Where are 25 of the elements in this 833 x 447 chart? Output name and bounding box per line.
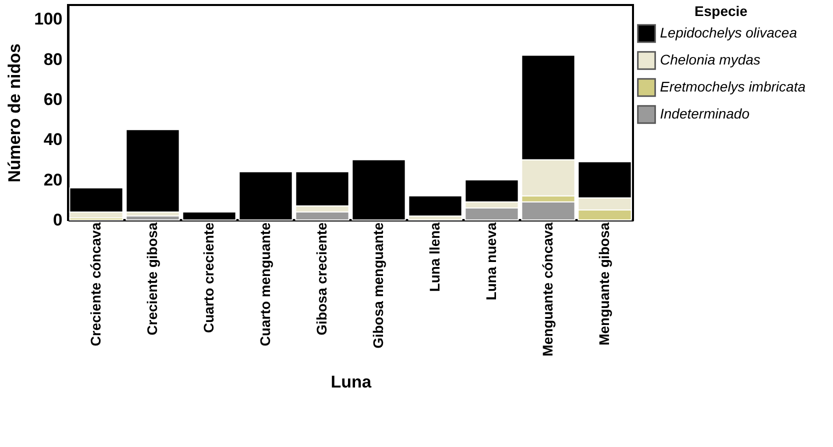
x-tick-label: Cuarto creciente (200, 222, 216, 333)
legend-label: Chelonia mydas (660, 52, 760, 68)
legend-label: Indeterminado (660, 106, 750, 122)
x-tick-label: Luna nueva (482, 222, 499, 300)
x-tick-label: Gibosa menguante (370, 222, 386, 349)
y-tick-label: 100 (34, 10, 62, 29)
y-tick-label: 80 (44, 50, 62, 69)
y-tick-label: 40 (44, 130, 62, 150)
legend-label: Eretmochelys imbricata (660, 78, 806, 94)
y-tick-label: 60 (44, 90, 62, 109)
legend-title: Especie (694, 3, 748, 19)
x-tick-label: Cuarto menguante (256, 222, 273, 346)
legend-label: Lepidochelys olivacea (660, 24, 798, 40)
bar (408, 195, 462, 216)
y-axis-title: Número de nidos (5, 44, 24, 182)
x-tick-label: Gibosa creciente (313, 222, 330, 336)
x-axis-title: Luna (330, 372, 372, 392)
bar (126, 129, 180, 212)
x-tick-label: Menguante gibosa (596, 222, 612, 346)
x-tick-label: Creciente gibosa (144, 222, 160, 336)
y-tick-label: 0 (53, 210, 62, 230)
y-tick-label: 20 (44, 170, 62, 190)
x-tick-label: Luna llena (426, 222, 442, 292)
x-tick-label: Menguante cóncava (539, 222, 556, 356)
x-tick-label: Creciente cóncava (87, 222, 104, 346)
